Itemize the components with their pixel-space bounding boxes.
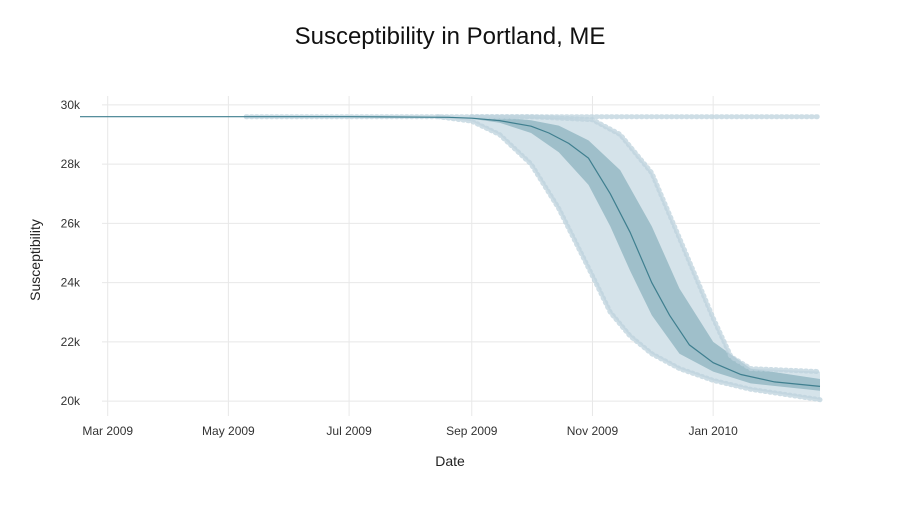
x-tick-label: Nov 2009 — [567, 424, 619, 438]
band-layer — [438, 116, 820, 400]
tick-layer: 20k 22k 24k 26k 28k 30k Mar 2009 May 2009 Jul 20… — [61, 98, 739, 438]
x-tick-label: May 2009 — [202, 424, 255, 438]
y-axis-title: Susceptibility — [27, 219, 43, 301]
y-tick-label: 28k — [61, 157, 81, 171]
x-tick-label: Jul 2009 — [326, 424, 372, 438]
outer-band-lower-points — [435, 114, 823, 403]
x-tick-label: Mar 2009 — [82, 424, 133, 438]
inner-uncertainty-band — [471, 117, 820, 391]
y-tick-label: 24k — [61, 276, 81, 290]
median-line — [80, 116, 821, 387]
y-tick-label: 20k — [61, 394, 81, 408]
chart-title: Susceptibility in Portland, ME — [295, 23, 606, 50]
y-tick-label: 30k — [61, 98, 81, 112]
line-layer — [80, 116, 821, 387]
x-tick-label: Sep 2009 — [446, 424, 498, 438]
x-axis-title: Date — [435, 453, 465, 469]
y-tick-label: 22k — [61, 335, 81, 349]
x-tick-label: Jan 2010 — [688, 424, 738, 438]
y-tick-label: 26k — [61, 216, 81, 230]
